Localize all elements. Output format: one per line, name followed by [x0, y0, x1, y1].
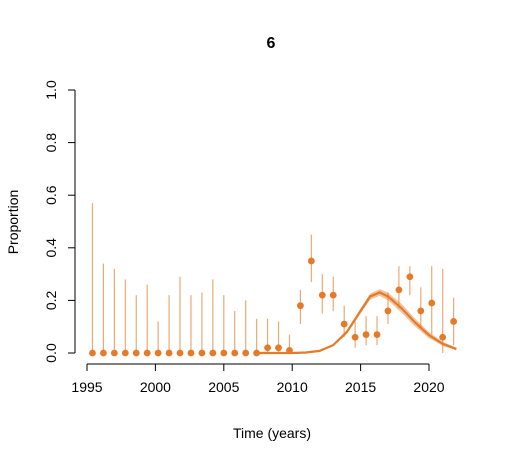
plot-area	[89, 203, 458, 357]
data-point	[209, 349, 217, 357]
data-point	[89, 349, 96, 357]
data-point	[362, 331, 370, 338]
observed-points	[89, 257, 458, 357]
y-tick-label: 0.8	[43, 133, 59, 153]
data-point	[165, 349, 173, 357]
y-tick-label: 0.6	[43, 185, 59, 205]
x-tick-label: 2020	[413, 379, 444, 395]
x-tick-label: 2005	[208, 379, 239, 395]
data-point	[307, 257, 315, 265]
data-point	[264, 344, 271, 352]
x-axis-label: Time (years)	[233, 425, 311, 441]
data-point	[121, 349, 129, 357]
data-point	[439, 333, 447, 341]
data-point	[318, 291, 326, 299]
data-point	[198, 349, 206, 357]
data-point	[450, 318, 458, 325]
data-point	[384, 307, 392, 315]
model-trend-line	[258, 291, 457, 355]
y-tick-label: 0.2	[43, 290, 59, 310]
data-point	[275, 344, 282, 352]
data-point	[286, 346, 293, 354]
data-point	[253, 349, 261, 357]
data-point	[297, 302, 304, 310]
data-point	[395, 286, 403, 294]
data-point	[242, 349, 250, 357]
data-point	[329, 291, 337, 299]
data-point	[231, 349, 239, 357]
y-axis: 0.0 0.2 0.4 0.6 0.8 1.0	[43, 80, 76, 363]
data-point	[373, 331, 381, 338]
data-point	[220, 349, 228, 357]
x-tick-label: 2015	[345, 379, 376, 395]
x-tick-label: 1995	[71, 379, 102, 395]
data-point	[187, 349, 195, 357]
model-confidence-band	[258, 289, 457, 353]
data-point	[154, 349, 162, 357]
data-point	[428, 299, 436, 307]
error-bars	[91, 203, 455, 353]
y-tick-label: 0.0	[43, 343, 59, 363]
y-tick-label: 1.0	[43, 80, 59, 100]
data-point	[340, 320, 348, 328]
x-tick-label: 2000	[140, 379, 171, 395]
y-tick-label: 0.4	[43, 238, 59, 258]
data-point	[132, 349, 140, 357]
data-point	[351, 333, 359, 341]
y-axis-label: Proportion	[5, 190, 21, 255]
data-point	[417, 307, 425, 315]
chart-title: 6	[267, 35, 276, 52]
data-point	[176, 349, 184, 357]
x-axis: 1995 2000 2005 2010 2015 2020	[71, 363, 445, 395]
data-point	[406, 273, 414, 281]
data-point	[143, 349, 151, 357]
data-point	[110, 349, 118, 357]
x-tick-label: 2010	[277, 379, 308, 395]
data-point	[100, 349, 107, 357]
